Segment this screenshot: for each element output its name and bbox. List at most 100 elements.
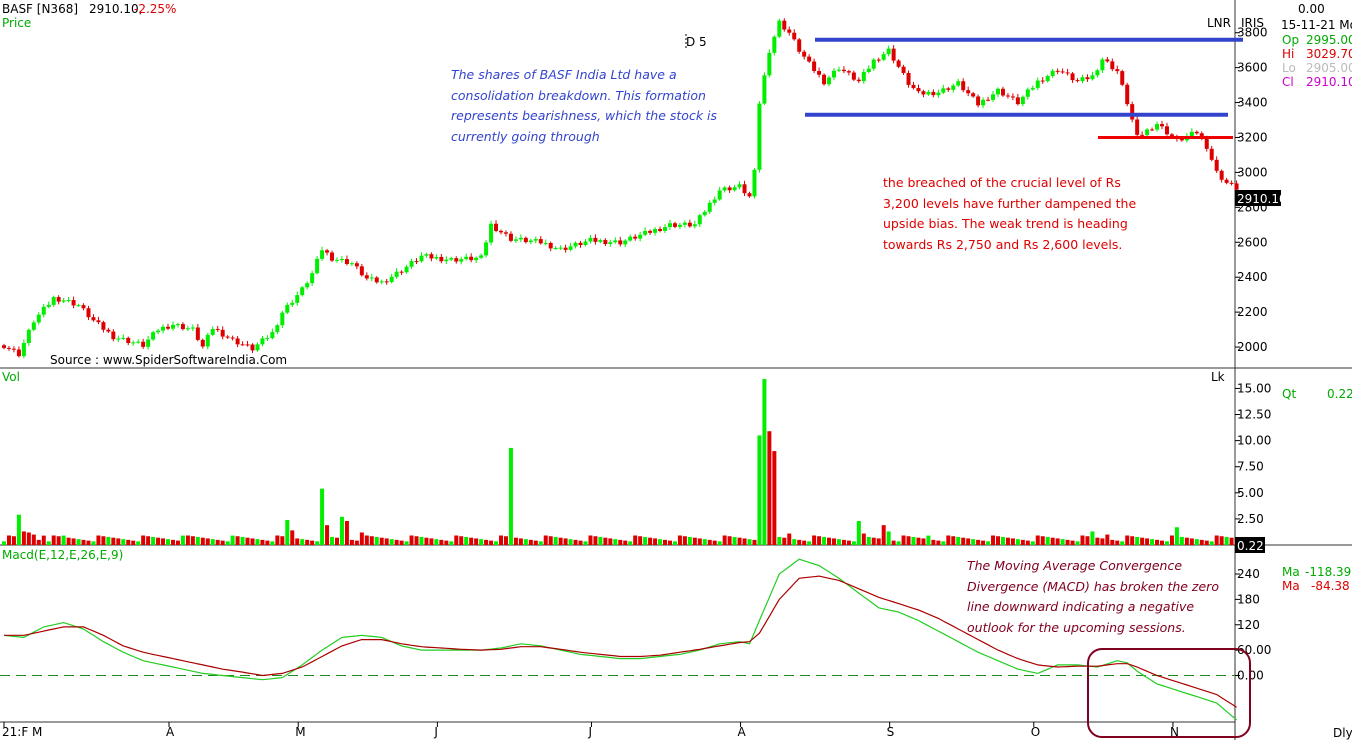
info-lo-label: Lo: [1282, 61, 1296, 75]
candle-up: [255, 344, 260, 351]
volume-bar-up: [1150, 539, 1155, 545]
volume-bar-down: [31, 534, 36, 545]
volume-bar-down: [558, 537, 563, 545]
candle-down: [797, 39, 802, 52]
volume-bar-down: [1214, 535, 1219, 545]
candle-up: [956, 81, 961, 86]
volume-bar-up: [1224, 536, 1229, 545]
volume-bar-down: [156, 537, 161, 545]
volume-bar-down: [334, 537, 339, 545]
volume-bar-down: [1100, 538, 1105, 545]
candle-down: [822, 74, 827, 85]
volume-bar-down: [1115, 540, 1120, 545]
info-date: 15-11-21 Mo: [1281, 18, 1352, 32]
volume-bar-down: [831, 538, 836, 545]
candle-up: [1050, 70, 1055, 77]
candle-up: [1189, 131, 1194, 137]
volume-bar-up: [1194, 539, 1199, 545]
volume-bar-down: [215, 539, 220, 545]
volume-bar-up: [315, 541, 320, 545]
volume-bar-down: [111, 537, 116, 545]
candle-down: [976, 96, 981, 106]
candle-down: [1070, 73, 1075, 81]
candle-down: [618, 240, 623, 245]
info-cl-value: 2910.10: [1306, 75, 1352, 89]
macd-axis-label: 240: [1237, 567, 1260, 581]
candle-up: [643, 230, 648, 235]
volume-bar-down: [459, 536, 464, 545]
candle-up: [513, 239, 518, 241]
volume-axis-label: 2.50: [1237, 512, 1264, 526]
candle-down: [1140, 134, 1145, 136]
candle-down: [86, 308, 91, 318]
volume-bar-down: [56, 536, 61, 545]
volume-bar-down: [1160, 540, 1165, 545]
candle-down: [240, 344, 245, 346]
candle-down: [1150, 129, 1155, 131]
volume-bar-down: [563, 538, 568, 545]
volume-bar-up: [230, 535, 235, 545]
volume-bar-down: [528, 539, 533, 545]
volume-bar-up: [672, 541, 677, 545]
candle-down: [220, 329, 225, 337]
volume-bar-up: [747, 539, 752, 545]
volume-bar-down: [727, 536, 732, 545]
candle-up: [991, 94, 996, 100]
candle-down: [1060, 71, 1065, 73]
macd-axis-label: 120: [1237, 618, 1260, 632]
volume-bar-down: [543, 535, 548, 545]
candle-up: [1030, 87, 1035, 90]
candle-down: [563, 247, 568, 250]
volume-bar-up: [1209, 541, 1214, 545]
info-ma1-value: -118.39: [1305, 565, 1351, 579]
volume-bar-down: [11, 536, 16, 545]
macd-note-line: The Moving Average Convergence: [967, 558, 1183, 573]
volume-bar-down: [474, 538, 479, 545]
volume-bar-down: [146, 536, 151, 545]
candle-up: [190, 327, 195, 329]
candle-down: [792, 32, 797, 40]
volume-bar-up: [836, 539, 841, 545]
signal-line: [4, 575, 1237, 708]
candle-down: [166, 326, 171, 329]
candle-up: [1025, 89, 1030, 97]
volume-bar-down: [349, 539, 354, 545]
candle-down: [787, 29, 792, 33]
volume-bar-down: [722, 535, 727, 545]
candle-up: [1020, 96, 1025, 105]
volume-bar-down: [101, 536, 106, 545]
volume-bar-down: [921, 538, 926, 545]
candle-down: [344, 259, 349, 265]
volume-bar-up: [732, 536, 737, 545]
volume-axis-label: 15.00: [1237, 381, 1271, 395]
source-tag-label: IRIS: [1241, 16, 1264, 30]
volume-bar-up: [166, 539, 171, 545]
volume-bar-down: [235, 536, 240, 545]
candle-down: [1169, 134, 1174, 137]
scale-mode-label[interactable]: LNR: [1207, 16, 1231, 30]
candle-up: [305, 283, 310, 288]
volume-bar-down: [325, 525, 330, 545]
volume-bar-up: [523, 539, 528, 545]
candle-down: [911, 84, 916, 89]
candle-down: [931, 91, 936, 96]
candle-up: [459, 259, 464, 262]
candle-down: [603, 240, 608, 245]
period-label[interactable]: Dly: [1333, 726, 1352, 740]
info-qt-value: 0.22: [1327, 387, 1352, 401]
volume-bar-down: [1095, 537, 1100, 545]
candle-up: [981, 99, 986, 106]
candle-down: [891, 48, 896, 61]
candle-down: [325, 250, 330, 253]
breakdown-note-line: upside bias. The weak trend is heading: [883, 216, 1128, 231]
volume-bar-down: [1155, 539, 1160, 545]
candle-down: [946, 88, 951, 90]
time-axis-label: 21:F M: [2, 725, 42, 739]
price-axis-label: 2200: [1237, 305, 1268, 319]
volume-bar-down: [772, 451, 777, 545]
volume-bar-down: [429, 538, 434, 545]
volume-bar-down: [737, 537, 742, 545]
volume-bar-down: [787, 533, 792, 545]
volume-bar-up: [210, 539, 215, 545]
